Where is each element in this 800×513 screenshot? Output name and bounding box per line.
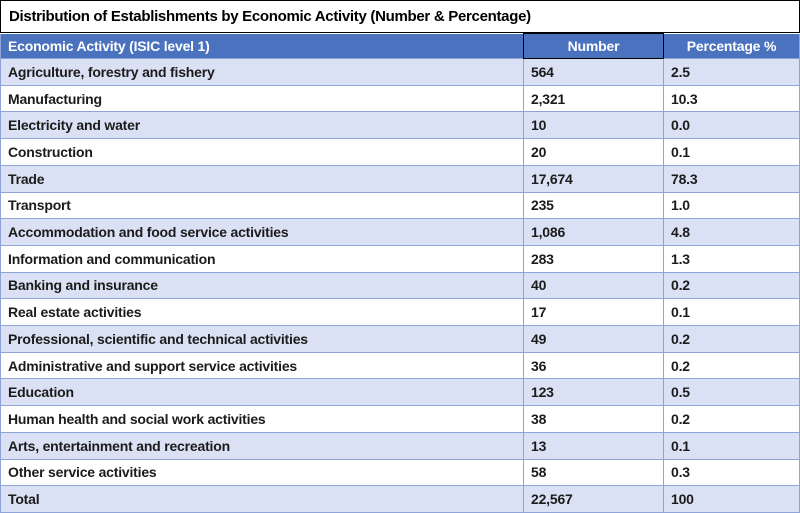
table-row: Electricity and water 10 0.0 — [0, 111, 800, 140]
cell-percentage: 1.3 — [663, 244, 800, 273]
cell-percentage: 0.2 — [663, 351, 800, 380]
cell-percentage: 1.0 — [663, 191, 800, 220]
cell-number: 38 — [523, 405, 664, 433]
column-header-number: Number — [523, 33, 664, 59]
table-row: Education 123 0.5 — [0, 378, 800, 407]
cell-percentage: 0.1 — [663, 431, 800, 460]
cell-percentage: 0.0 — [663, 111, 800, 140]
cell-number: 2,321 — [523, 84, 664, 113]
cell-number: 58 — [523, 458, 664, 487]
cell-economic-activity: Real estate activities — [0, 298, 524, 327]
cell-percentage: 100 — [663, 485, 800, 513]
table-row: Trade 17,674 78.3 — [0, 164, 800, 193]
cell-number: 13 — [523, 431, 664, 460]
cell-economic-activity: Arts, entertainment and recreation — [0, 431, 524, 460]
cell-economic-activity: Electricity and water — [0, 111, 524, 140]
cell-percentage: 0.1 — [663, 298, 800, 327]
cell-economic-activity: Construction — [0, 138, 524, 166]
cell-percentage: 0.2 — [663, 405, 800, 433]
cell-economic-activity: Administrative and support service activ… — [0, 351, 524, 380]
cell-economic-activity: Information and communication — [0, 244, 524, 273]
table-row: Agriculture, forestry and fishery 564 2.5 — [0, 58, 800, 86]
cell-economic-activity: Trade — [0, 164, 524, 193]
cell-percentage: 0.2 — [663, 325, 800, 353]
cell-number: 283 — [523, 244, 664, 273]
establishments-table: Economic Activity (ISIC level 1) Number … — [0, 33, 800, 513]
cell-number: 17,674 — [523, 164, 664, 193]
table-row: Information and communication 283 1.3 — [0, 244, 800, 273]
cell-economic-activity: Education — [0, 378, 524, 407]
cell-number: 17 — [523, 298, 664, 327]
cell-economic-activity: Manufacturing — [0, 84, 524, 113]
cell-number: 20 — [523, 138, 664, 166]
table-row: Accommodation and food service activitie… — [0, 218, 800, 246]
column-header-economic-activity: Economic Activity (ISIC level 1) — [0, 33, 524, 59]
cell-percentage: 0.5 — [663, 378, 800, 407]
cell-percentage: 0.3 — [663, 458, 800, 487]
cell-economic-activity: Accommodation and food service activitie… — [0, 218, 524, 246]
header-row: Economic Activity (ISIC level 1) Number … — [0, 33, 800, 59]
cell-percentage: 78.3 — [663, 164, 800, 193]
column-header-percentage: Percentage % — [663, 33, 800, 59]
cell-economic-activity: Transport — [0, 191, 524, 220]
table-row: Manufacturing 2,321 10.3 — [0, 84, 800, 113]
cell-economic-activity: Banking and insurance — [0, 271, 524, 300]
cell-economic-activity: Other service activities — [0, 458, 524, 487]
cell-number: 40 — [523, 271, 664, 300]
table-row: Arts, entertainment and recreation 13 0.1 — [0, 431, 800, 460]
table-row: Real estate activities 17 0.1 — [0, 298, 800, 327]
cell-number: 1,086 — [523, 218, 664, 246]
cell-number: 22,567 — [523, 485, 664, 513]
table-body: Agriculture, forestry and fishery 564 2.5 M… — [0, 58, 800, 513]
table-row: Banking and insurance 40 0.2 — [0, 271, 800, 300]
table-title: Distribution of Establishments by Econom… — [9, 8, 531, 25]
table-row: Human health and social work activities 3… — [0, 405, 800, 433]
total-row: Total 22,567 100 — [0, 485, 800, 513]
table-row: Professional, scientific and technical a… — [0, 325, 800, 353]
cell-percentage: 0.2 — [663, 271, 800, 300]
cell-number: 36 — [523, 351, 664, 380]
cell-number: 49 — [523, 325, 664, 353]
table-row: Construction 20 0.1 — [0, 138, 800, 166]
table-row: Other service activities 58 0.3 — [0, 458, 800, 487]
cell-percentage: 4.8 — [663, 218, 800, 246]
table-title-bar: Distribution of Establishments by Econom… — [0, 0, 800, 33]
cell-percentage: 10.3 — [663, 84, 800, 113]
cell-number: 123 — [523, 378, 664, 407]
table-row: Administrative and support service activ… — [0, 351, 800, 380]
cell-economic-activity: Professional, scientific and technical a… — [0, 325, 524, 353]
cell-percentage: 2.5 — [663, 58, 800, 86]
cell-number: 564 — [523, 58, 664, 86]
table-row: Transport 235 1.0 — [0, 191, 800, 220]
cell-economic-activity: Total — [0, 485, 524, 513]
cell-economic-activity: Agriculture, forestry and fishery — [0, 58, 524, 86]
table-header: Economic Activity (ISIC level 1) Number … — [0, 33, 800, 59]
cell-number: 235 — [523, 191, 664, 220]
cell-number: 10 — [523, 111, 664, 140]
cell-economic-activity: Human health and social work activities — [0, 405, 524, 433]
cell-percentage: 0.1 — [663, 138, 800, 166]
